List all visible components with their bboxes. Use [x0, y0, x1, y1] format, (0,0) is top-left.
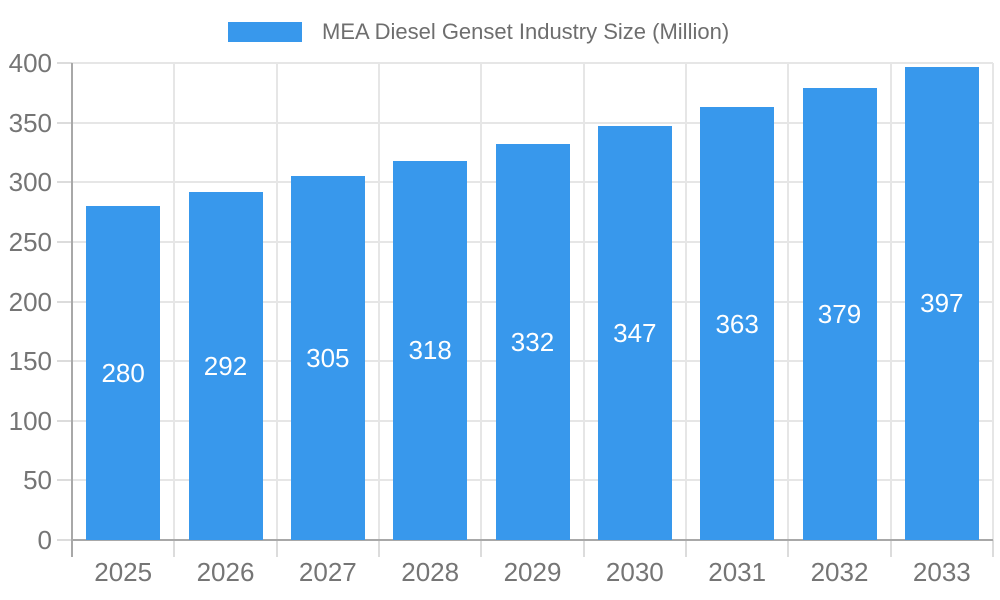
x-gridline	[889, 63, 892, 540]
x-axis-tick-label: 2033	[912, 557, 971, 587]
x-axis-tick-label: 2027	[298, 557, 357, 587]
x-tick-mark	[889, 540, 892, 557]
y-axis-tick-label: 50	[23, 465, 52, 496]
x-axis-tick-label: 2025	[94, 557, 153, 587]
x-tick-mark	[480, 540, 483, 557]
y-axis-tick-label: 400	[8, 48, 52, 78]
x-axis-line	[72, 539, 993, 541]
bar[interactable]: 397	[904, 66, 979, 540]
y-tick-mark	[57, 121, 72, 124]
y-axis-line	[71, 63, 73, 557]
y-tick-mark	[57, 479, 72, 482]
x-gridline	[275, 63, 278, 540]
y-gridline	[72, 121, 993, 124]
x-tick-mark	[992, 540, 994, 557]
x-axis-tick-label: 2031	[708, 557, 767, 587]
x-axis-tick-label: 2032	[810, 557, 869, 587]
bar-value-label: 363	[715, 308, 759, 339]
bar-value-label: 347	[613, 318, 657, 349]
y-tick-mark	[57, 181, 72, 184]
bar-value-label: 397	[920, 288, 964, 319]
legend-label: MEA Diesel Genset Industry Size (Million…	[322, 19, 730, 44]
x-axis-tick-label: 2029	[503, 557, 562, 587]
legend-item[interactable]: MEA Diesel Genset Industry Size (Million…	[228, 19, 730, 44]
y-tick-mark	[57, 419, 72, 422]
y-tick-mark	[57, 240, 72, 243]
x-gridline	[787, 63, 790, 540]
x-axis-tick-label: 2030	[605, 557, 664, 587]
bar-value-label: 379	[817, 299, 862, 329]
legend-swatch	[228, 22, 302, 42]
y-axis-tick-label: 100	[8, 405, 52, 436]
x-tick-mark	[685, 540, 687, 557]
bar[interactable]: 280	[86, 206, 161, 540]
x-gridline	[378, 63, 380, 540]
x-gridline	[480, 63, 483, 540]
y-axis-tick-label: 200	[8, 286, 52, 317]
bar[interactable]: 292	[188, 191, 263, 540]
y-tick-mark	[57, 539, 72, 541]
y-axis-tick-label: 150	[8, 346, 52, 377]
y-gridline	[72, 62, 993, 64]
x-tick-mark	[582, 540, 585, 557]
bar[interactable]: 347	[597, 126, 672, 540]
x-gridline	[992, 63, 994, 540]
y-tick-mark	[57, 300, 72, 303]
bar[interactable]: 318	[393, 160, 468, 540]
x-gridline	[173, 63, 176, 540]
y-axis-tick-label: 250	[8, 226, 52, 257]
y-axis-tick-label: 300	[8, 167, 52, 198]
bar-value-label: 280	[101, 358, 145, 389]
bar[interactable]: 379	[802, 88, 877, 540]
x-tick-mark	[787, 540, 790, 557]
x-gridline	[582, 63, 585, 540]
y-axis-tick-label: 0	[37, 525, 52, 555]
y-tick-mark	[57, 62, 72, 64]
bar-value-label: 305	[306, 343, 350, 374]
bar-value-label: 332	[510, 327, 555, 358]
y-tick-mark	[57, 360, 72, 363]
bar[interactable]: 332	[495, 144, 570, 540]
bar[interactable]: 363	[700, 107, 775, 540]
x-tick-mark	[275, 540, 278, 557]
x-axis-tick-label: 2026	[196, 557, 255, 587]
bar-value-label: 292	[203, 350, 248, 381]
x-tick-mark	[378, 540, 380, 557]
bar[interactable]: 305	[290, 176, 365, 540]
x-axis-tick-label: 2028	[401, 557, 460, 587]
x-gridline	[685, 63, 687, 540]
y-axis-tick-label: 350	[8, 107, 52, 138]
x-tick-mark	[173, 540, 176, 557]
bar-value-label: 318	[408, 335, 452, 366]
